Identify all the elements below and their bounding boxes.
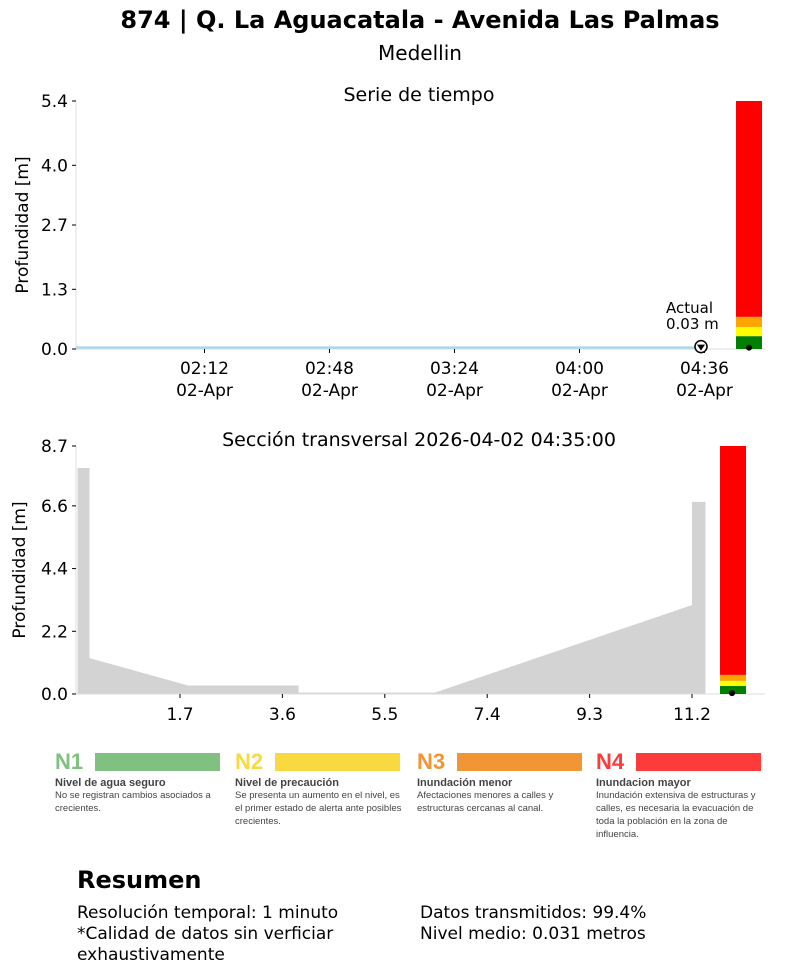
level-bar-segment [720, 674, 746, 681]
page-title: 874 | Q. La Aguacatala - Avenida Las Pal… [120, 6, 720, 34]
level-bar-segment [720, 446, 746, 675]
cross-section-chart: Sección transversal 2026-04-02 04:35:00 … [10, 429, 765, 725]
x-tick-date: 02-Apr [426, 381, 483, 401]
y-axis-label: Profundidad [m] [13, 156, 33, 293]
y-tick-label: 0.0 [41, 685, 68, 705]
annotation-label: Actual [666, 299, 713, 317]
channel-profile [77, 467, 706, 694]
level-description: Se presenta un aumento en el nivel, es e… [235, 790, 402, 827]
x-tick-date: 02-Apr [176, 381, 233, 401]
summary-quality: *Calidad de datos sin verficiar exhausti… [77, 924, 334, 965]
level-title: Nivel de precaución [235, 777, 339, 789]
legend-item-n1: N1 Nivel de agua seguro No se registran ca… [55, 749, 223, 815]
level-bar-segment [736, 101, 762, 317]
x-tick-time: 04:36 [680, 359, 729, 379]
level-bar-segment [736, 336, 762, 349]
y-tick-label: 6.6 [41, 497, 68, 517]
y-tick-label: 1.3 [41, 280, 68, 300]
level-bar-segment [736, 316, 762, 327]
x-tick-label: 5.5 [371, 705, 398, 725]
page-subtitle: Medellin [378, 41, 462, 65]
level-code: N4 [596, 749, 625, 774]
time-series-chart: Serie de tiempo Profundidad [m] 0.0 1.3 2.… [13, 84, 765, 401]
x-tick-time: 03:24 [430, 359, 479, 379]
y-tick-label: 5.4 [41, 92, 68, 112]
level-code: N3 [417, 749, 446, 774]
level-title: Nivel de agua seguro [55, 777, 166, 789]
y-tick-label: 4.4 [41, 560, 68, 580]
level-color-bar [95, 753, 220, 771]
level-description: Afectaciones menores a calles y estructu… [417, 790, 554, 814]
x-tick-label: 9.3 [576, 705, 603, 725]
x-tick-time: 02:48 [305, 359, 354, 379]
level-title: Inundación menor [417, 777, 513, 789]
level-bar-segment [720, 680, 746, 687]
water-level-icon [697, 344, 705, 351]
current-level-dot [746, 344, 752, 351]
current-level-dot [729, 690, 735, 697]
level-color-bar [457, 753, 582, 771]
y-tick-label: 2.7 [41, 216, 68, 236]
summary-mean: Nivel medio: 0.031 metros [420, 924, 646, 944]
level-description: No se registran cambios asociados a crec… [55, 790, 211, 814]
level-code: N2 [235, 749, 264, 774]
x-tick-time: 04:00 [555, 359, 604, 379]
x-tick-label: 1.7 [166, 705, 193, 725]
chart-title: Serie de tiempo [344, 84, 495, 106]
x-tick-label: 3.6 [269, 705, 296, 725]
x-tick-label: 11.2 [673, 705, 711, 725]
legend-item-n3: N3 Inundación menor Afectaciones menores a… [417, 749, 585, 815]
x-tick-label: 7.4 [474, 705, 501, 725]
level-bar-segment [720, 686, 746, 694]
level-bar-segment [736, 326, 762, 337]
chart-title: Sección transversal 2026-04-02 04:35:00 [222, 429, 616, 451]
level-title: Inundacion mayor [596, 777, 691, 789]
y-tick-label: 4.0 [41, 156, 68, 176]
y-tick-label: 8.7 [41, 437, 68, 457]
x-tick-time: 02:12 [180, 359, 229, 379]
level-color-bar [636, 753, 761, 771]
annotation-value: 0.03 m [666, 315, 719, 333]
x-tick-date: 02-Apr [301, 381, 358, 401]
x-tick-date: 02-Apr [551, 381, 608, 401]
legend-item-n2: N2 Nivel de precaución Se presenta un aume… [235, 749, 403, 828]
level-color-bar [275, 753, 400, 771]
y-tick-label: 0.0 [41, 340, 68, 360]
summary-title: Resumen [77, 866, 202, 894]
summary-transmitted: Datos transmitidos: 99.4% [420, 903, 647, 923]
y-tick-label: 2.2 [41, 622, 68, 642]
level-code: N1 [55, 749, 84, 774]
legend-item-n4: N4 Inundacion mayor Inundación extensiva d… [596, 749, 764, 841]
level-description: Inundación extensiva de estructuras y ca… [596, 790, 756, 840]
x-tick-date: 02-Apr [676, 381, 733, 401]
summary-resolution: Resolución temporal: 1 minuto [77, 903, 339, 923]
y-axis-label: Profundidad [m] [10, 501, 30, 638]
